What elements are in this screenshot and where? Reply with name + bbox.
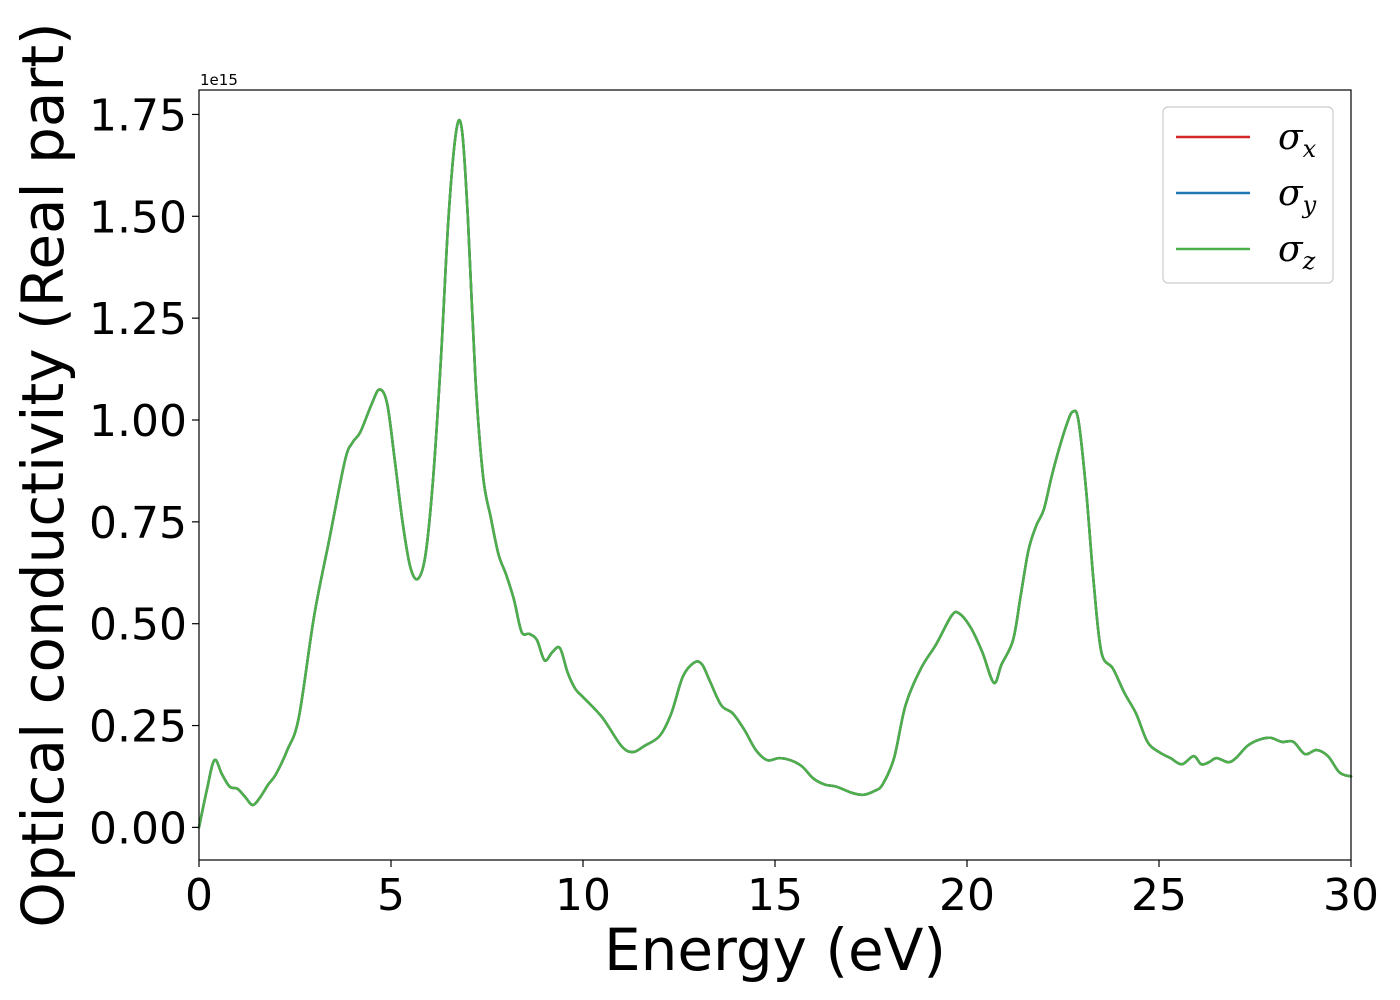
y-offset-text: 1e15 <box>200 71 238 89</box>
y-axis-label: Optical conductivity (Real part) <box>9 22 77 927</box>
y-tick-label: 0.50 <box>89 600 187 651</box>
x-tick-label: 15 <box>747 870 803 921</box>
x-axis-label: Energy (eV) <box>604 916 946 984</box>
y-tick-label: 1.75 <box>89 90 187 141</box>
legend: σx σy σz <box>1162 106 1334 284</box>
legend-label-y: σy <box>1278 173 1317 219</box>
legend-box <box>1162 106 1334 284</box>
y-tick-label: 0.00 <box>89 803 187 854</box>
y-axis-ticks: 0.00 0.25 0.50 0.75 1.00 1.25 1.50 1.75 <box>89 90 199 854</box>
y-tick-label: 0.75 <box>89 498 187 549</box>
y-tick-label: 1.50 <box>89 192 187 243</box>
y-tick-label: 1.00 <box>89 396 187 447</box>
legend-label-x: σx <box>1278 117 1317 163</box>
x-tick-label: 5 <box>377 870 405 921</box>
legend-label-z: σz <box>1278 229 1316 275</box>
x-axis-ticks: 0 5 10 15 20 25 30 <box>185 860 1379 921</box>
x-tick-label: 25 <box>1131 870 1187 921</box>
x-tick-label: 10 <box>555 870 611 921</box>
series-line-sigma-z <box>197 118 1353 829</box>
x-tick-label: 0 <box>185 870 213 921</box>
x-tick-label: 20 <box>939 870 995 921</box>
x-tick-label: 30 <box>1323 870 1379 921</box>
y-tick-label: 0.25 <box>89 702 187 753</box>
series-layer <box>197 118 1353 829</box>
y-tick-label: 1.25 <box>89 294 187 345</box>
